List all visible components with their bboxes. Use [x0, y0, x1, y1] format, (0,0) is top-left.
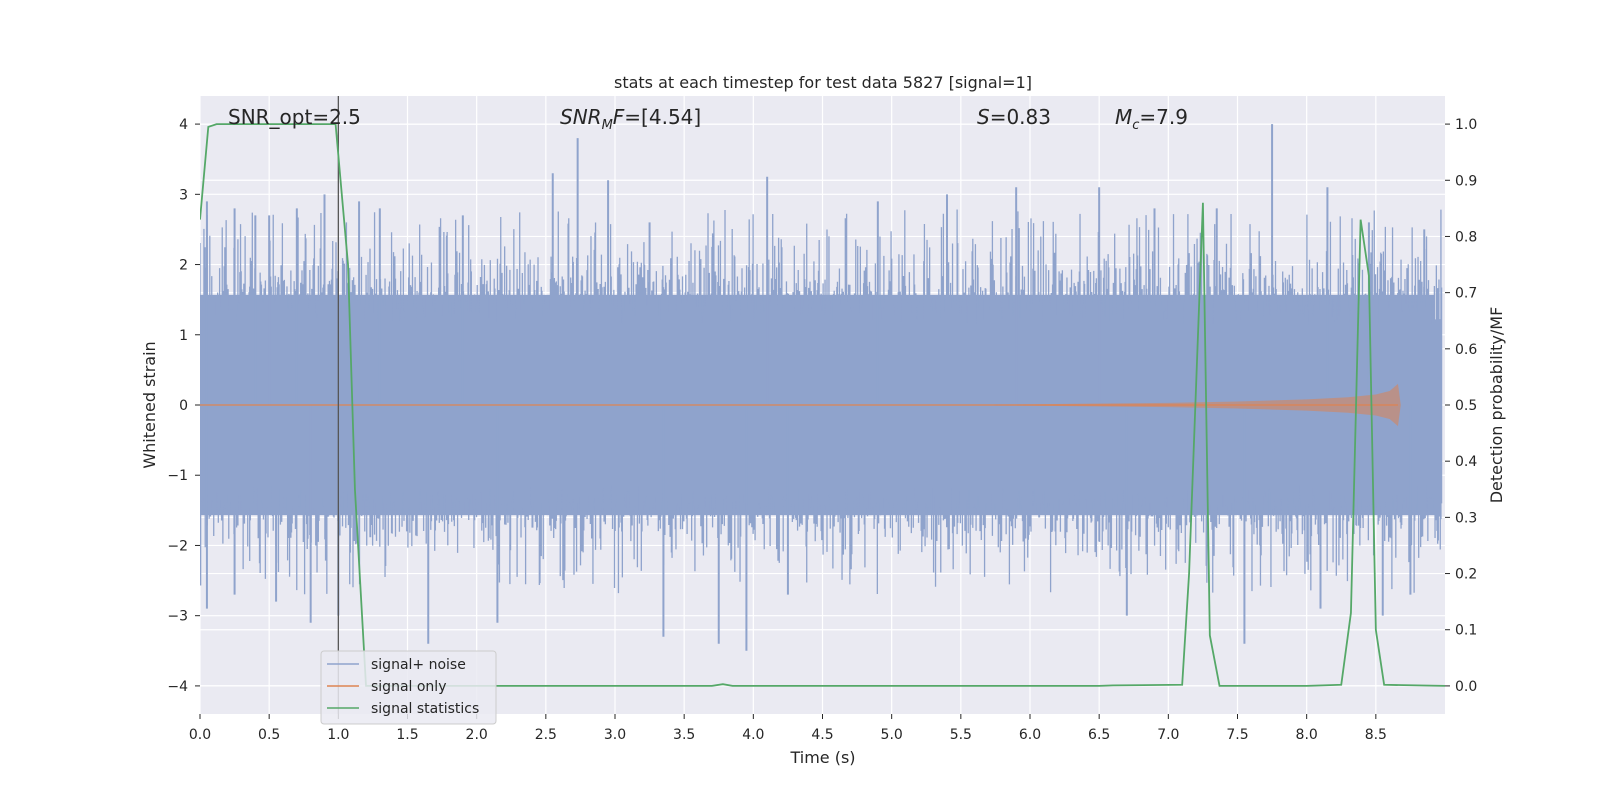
- x-tick-label: 7.0: [1157, 727, 1179, 743]
- svg-text:S=0.83: S=0.83: [977, 105, 1051, 129]
- y-tick-label-left: 2: [179, 258, 188, 274]
- chart-title: stats at each timestep for test data 582…: [614, 73, 1032, 92]
- x-tick-label: 0.5: [258, 727, 280, 743]
- legend: signal+ noise signal only signal statist…: [320, 650, 497, 725]
- signal-statistics-line: [200, 123, 1445, 687]
- x-tick-label: 7.5: [1226, 727, 1248, 743]
- signal-statistics-series: [200, 123, 1445, 687]
- legend-label-stats: signal statistics: [371, 701, 479, 717]
- y-axis-label-left: Whitened strain: [140, 341, 159, 468]
- x-tick-label: 8.5: [1365, 727, 1387, 743]
- y-tick-label-right: 0.9: [1455, 173, 1477, 189]
- x-ticks: 0.0 0.5 1.0 1.5 2.0 2.5 3.0 3.5 4.0 4.5 5.0 5.5 6.0 6…: [189, 714, 1387, 743]
- legend-label-signal: signal only: [371, 679, 446, 695]
- annotation-snr-mf-value: =[4.54]: [624, 105, 701, 129]
- annotation-s-stat: S=0.83: [977, 105, 1051, 129]
- y-tick-label-right: 0.5: [1455, 398, 1477, 414]
- x-tick-label: 1.5: [396, 727, 418, 743]
- x-tick-label: 5.5: [950, 727, 972, 743]
- y-tick-label-left: 4: [179, 117, 188, 133]
- y-tick-label-left: 0: [179, 398, 188, 414]
- svg-text:Mc=7.9: Mc=7.9: [1115, 105, 1188, 133]
- y-tick-label-left: −4: [167, 679, 188, 695]
- y-ticks-left: 4 3 2 1 0 −1 −2 −3 −4: [167, 117, 200, 695]
- y-tick-label-right: 0.1: [1455, 623, 1477, 639]
- x-tick-label: 0.0: [189, 727, 211, 743]
- annotation-snr-mf: SNRMF=[4.54]: [560, 105, 701, 133]
- y-tick-label-right: 0.2: [1455, 567, 1477, 583]
- x-tick-label: 4.5: [811, 727, 833, 743]
- y-tick-label-right: 1.0: [1455, 117, 1477, 133]
- signal-only-series: [200, 383, 1401, 427]
- annotation-snr-opt: SNR_opt=2.5: [228, 105, 361, 129]
- y-ticks-right: 1.0 0.9 0.8 0.7 0.6 0.5 0.4 0.3 0.2 0.1 0.0: [1445, 117, 1477, 695]
- annotation-s-stat-value: =0.83: [990, 105, 1051, 129]
- y-tick-label-right: 0.6: [1455, 342, 1477, 358]
- y-tick-label-left: 3: [179, 187, 188, 203]
- annotation-mc-value: =7.9: [1139, 105, 1188, 129]
- x-tick-label: 1.0: [327, 727, 349, 743]
- annotation-mc: Mc=7.9: [1115, 105, 1188, 133]
- x-tick-label: 2.0: [466, 727, 488, 743]
- x-tick-label: 4.0: [742, 727, 764, 743]
- x-tick-label: 6.5: [1088, 727, 1110, 743]
- x-tick-label: 3.5: [673, 727, 695, 743]
- x-tick-label: 5.0: [881, 727, 903, 743]
- y-axis-label-right: Detection probability/MF: [1487, 307, 1506, 504]
- y-tick-label-right: 0.4: [1455, 454, 1477, 470]
- y-tick-label-right: 0.3: [1455, 510, 1477, 526]
- y-tick-label-left: −1: [167, 468, 188, 484]
- svg-text:SNRMF=[4.54]: SNRMF=[4.54]: [560, 105, 701, 133]
- y-tick-label-right: 0.8: [1455, 229, 1477, 245]
- x-tick-label: 6.0: [1019, 727, 1041, 743]
- x-tick-label: 2.5: [535, 727, 557, 743]
- y-tick-label-left: −2: [167, 538, 188, 554]
- y-tick-label-left: −3: [167, 609, 188, 625]
- x-tick-label: 8.0: [1296, 727, 1318, 743]
- y-tick-label-right: 0.0: [1455, 679, 1477, 695]
- x-axis-label: Time (s): [789, 748, 855, 767]
- legend-label-noise: signal+ noise: [371, 657, 466, 673]
- x-tick-label: 3.0: [604, 727, 626, 743]
- y-tick-label-right: 0.7: [1455, 286, 1477, 302]
- legend-box: [320, 650, 497, 725]
- y-tick-label-left: 1: [179, 328, 188, 344]
